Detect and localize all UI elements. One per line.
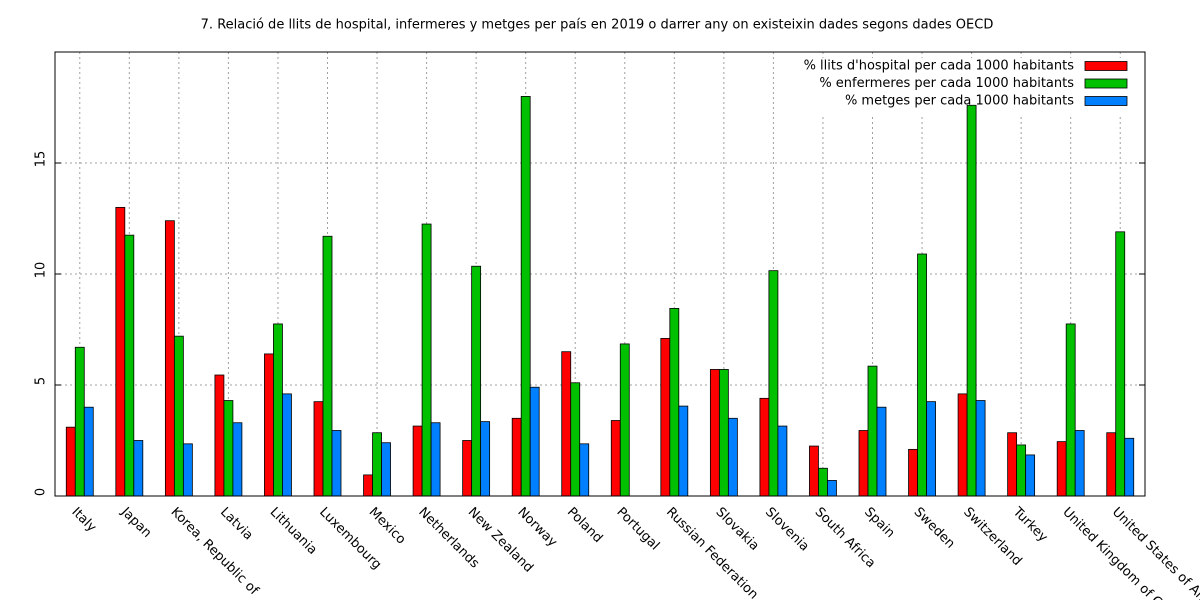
x-tick-label: Korea, Republic of	[168, 505, 262, 599]
x-tick-label: Portugal	[613, 505, 662, 554]
bar	[421, 223, 432, 497]
bar	[363, 474, 373, 497]
bar	[1106, 432, 1117, 497]
bar	[876, 406, 887, 497]
bar	[669, 308, 680, 497]
x-tick-label: United States of America	[1109, 505, 1200, 600]
bar	[908, 448, 918, 497]
bar	[313, 401, 324, 497]
bar	[471, 265, 482, 497]
legend-background	[780, 58, 1143, 116]
bar	[480, 421, 491, 497]
bar	[74, 346, 85, 497]
bar	[273, 323, 283, 497]
bar	[867, 365, 878, 497]
bar	[214, 374, 225, 497]
bar	[777, 425, 788, 497]
bar	[282, 393, 292, 497]
bar	[133, 440, 144, 497]
y-tick-label: 5	[34, 377, 49, 385]
plot-border	[54, 51, 1146, 497]
bar	[759, 397, 770, 497]
bar	[570, 382, 581, 497]
bar	[1115, 231, 1126, 497]
x-tick-label: Poland	[564, 505, 605, 546]
bar	[381, 442, 391, 497]
bar	[809, 445, 819, 497]
x-tick-label: Sweden	[911, 505, 958, 552]
bar	[232, 422, 243, 497]
x-tick-label: Mexico	[366, 505, 409, 548]
bar	[858, 430, 869, 497]
bar	[957, 393, 968, 497]
bar	[520, 96, 531, 497]
bar	[83, 406, 94, 497]
bar	[322, 235, 333, 497]
x-tick-label: Italy	[68, 505, 99, 536]
bar	[462, 440, 473, 497]
bar	[1007, 432, 1018, 497]
bar	[727, 417, 738, 497]
legend-label: % metges per cada 1000 habitants	[845, 94, 1074, 109]
bar	[619, 343, 630, 497]
bar	[926, 401, 936, 497]
legend-swatch	[1084, 78, 1128, 89]
bar	[610, 420, 621, 497]
x-tick-label: Russian Federation	[663, 505, 761, 600]
bar	[561, 351, 572, 497]
bar	[331, 430, 342, 497]
legend-swatch	[1084, 96, 1128, 106]
y-tick-label: 10	[34, 262, 49, 279]
x-tick-label: Slovenia	[762, 505, 812, 555]
bar	[1025, 454, 1036, 497]
bar	[65, 426, 76, 497]
bar	[768, 270, 779, 497]
bar	[827, 480, 837, 497]
bar	[430, 422, 441, 497]
bar	[511, 417, 522, 497]
bar	[1056, 441, 1067, 497]
bar	[678, 405, 689, 497]
bar	[917, 253, 927, 497]
x-tick-label: Japan	[117, 504, 154, 541]
bar	[966, 104, 977, 497]
x-tick-label: Latvia	[217, 505, 256, 544]
bar	[164, 220, 175, 497]
legend-label: % enfermeres per cada 1000 habitants	[819, 76, 1074, 91]
bar	[975, 400, 986, 497]
chart-title: 7. Relació de llits de hospital, inferme…	[201, 18, 994, 33]
bar	[818, 467, 828, 497]
bar	[1124, 437, 1135, 497]
x-tick-label: Spain	[861, 505, 897, 541]
bar	[412, 425, 423, 497]
x-tick-label: Lithuania	[267, 505, 320, 558]
y-tick-label: 15	[34, 151, 49, 168]
x-tick-label: Turkey	[1009, 504, 1050, 545]
bar	[124, 234, 135, 497]
bar	[115, 206, 126, 497]
bar	[660, 337, 671, 497]
bar	[173, 335, 184, 497]
x-tick-label: Norway	[514, 505, 560, 551]
bar	[223, 400, 234, 497]
bar	[182, 443, 193, 497]
bar	[372, 432, 382, 497]
bar	[1074, 430, 1085, 497]
bar	[529, 386, 540, 497]
legend-swatch	[1084, 61, 1128, 71]
bar	[718, 369, 729, 497]
y-tick-label: 0	[34, 488, 49, 496]
bar	[1016, 444, 1027, 497]
x-tick-label: Slovakia	[713, 505, 762, 554]
bar	[709, 369, 720, 497]
legend-label: % llits d'hospital per cada 1000 habitan…	[804, 59, 1075, 74]
bar	[264, 353, 274, 497]
bar	[579, 443, 590, 497]
bar	[1065, 323, 1076, 497]
